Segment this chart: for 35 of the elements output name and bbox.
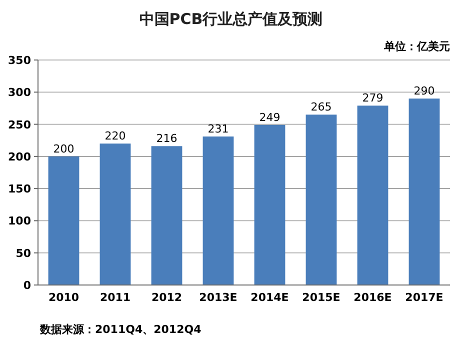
data-label: 265	[310, 100, 332, 114]
x-tick-label: 2015E	[302, 291, 340, 304]
y-tick-label: 0	[23, 279, 32, 292]
x-tick-label: 2017E	[405, 291, 444, 304]
x-tick-label: 2014E	[250, 291, 289, 304]
bar	[306, 114, 337, 285]
bar	[48, 156, 80, 285]
data-label: 231	[208, 122, 229, 136]
y-tick-label: 250	[8, 118, 32, 132]
bar	[254, 124, 286, 285]
data-label: 200	[53, 142, 74, 156]
x-tick-label: 2012	[151, 291, 182, 304]
bar	[408, 98, 440, 285]
bar	[100, 144, 131, 285]
y-tick-label: 300	[8, 86, 32, 100]
data-label: 290	[414, 84, 435, 98]
bar	[202, 136, 234, 285]
data-label: 279	[362, 92, 384, 105]
y-tick-label: 350	[8, 54, 32, 67]
bar	[151, 146, 182, 285]
data-label: 249	[259, 110, 280, 124]
x-tick-label: 2013E	[199, 291, 238, 304]
bar	[357, 106, 388, 285]
x-tick-label: 2011	[100, 291, 131, 304]
text: 单位：亿美元	[383, 40, 450, 53]
data-label: 220	[104, 130, 126, 143]
y-tick-label: 50	[16, 246, 32, 260]
x-tick-label: 2016E	[354, 291, 392, 304]
y-tick-label: 200	[8, 150, 32, 164]
source-note: 数据来源：2011Q4、2012Q4	[39, 323, 202, 336]
x-tick-label: 2010	[48, 291, 80, 304]
chart-title: 中国PCB行业总产值及预测	[139, 10, 323, 28]
data-label: 216	[156, 132, 178, 146]
y-tick-label: 150	[8, 182, 32, 196]
y-tick-label: 100	[8, 214, 32, 228]
